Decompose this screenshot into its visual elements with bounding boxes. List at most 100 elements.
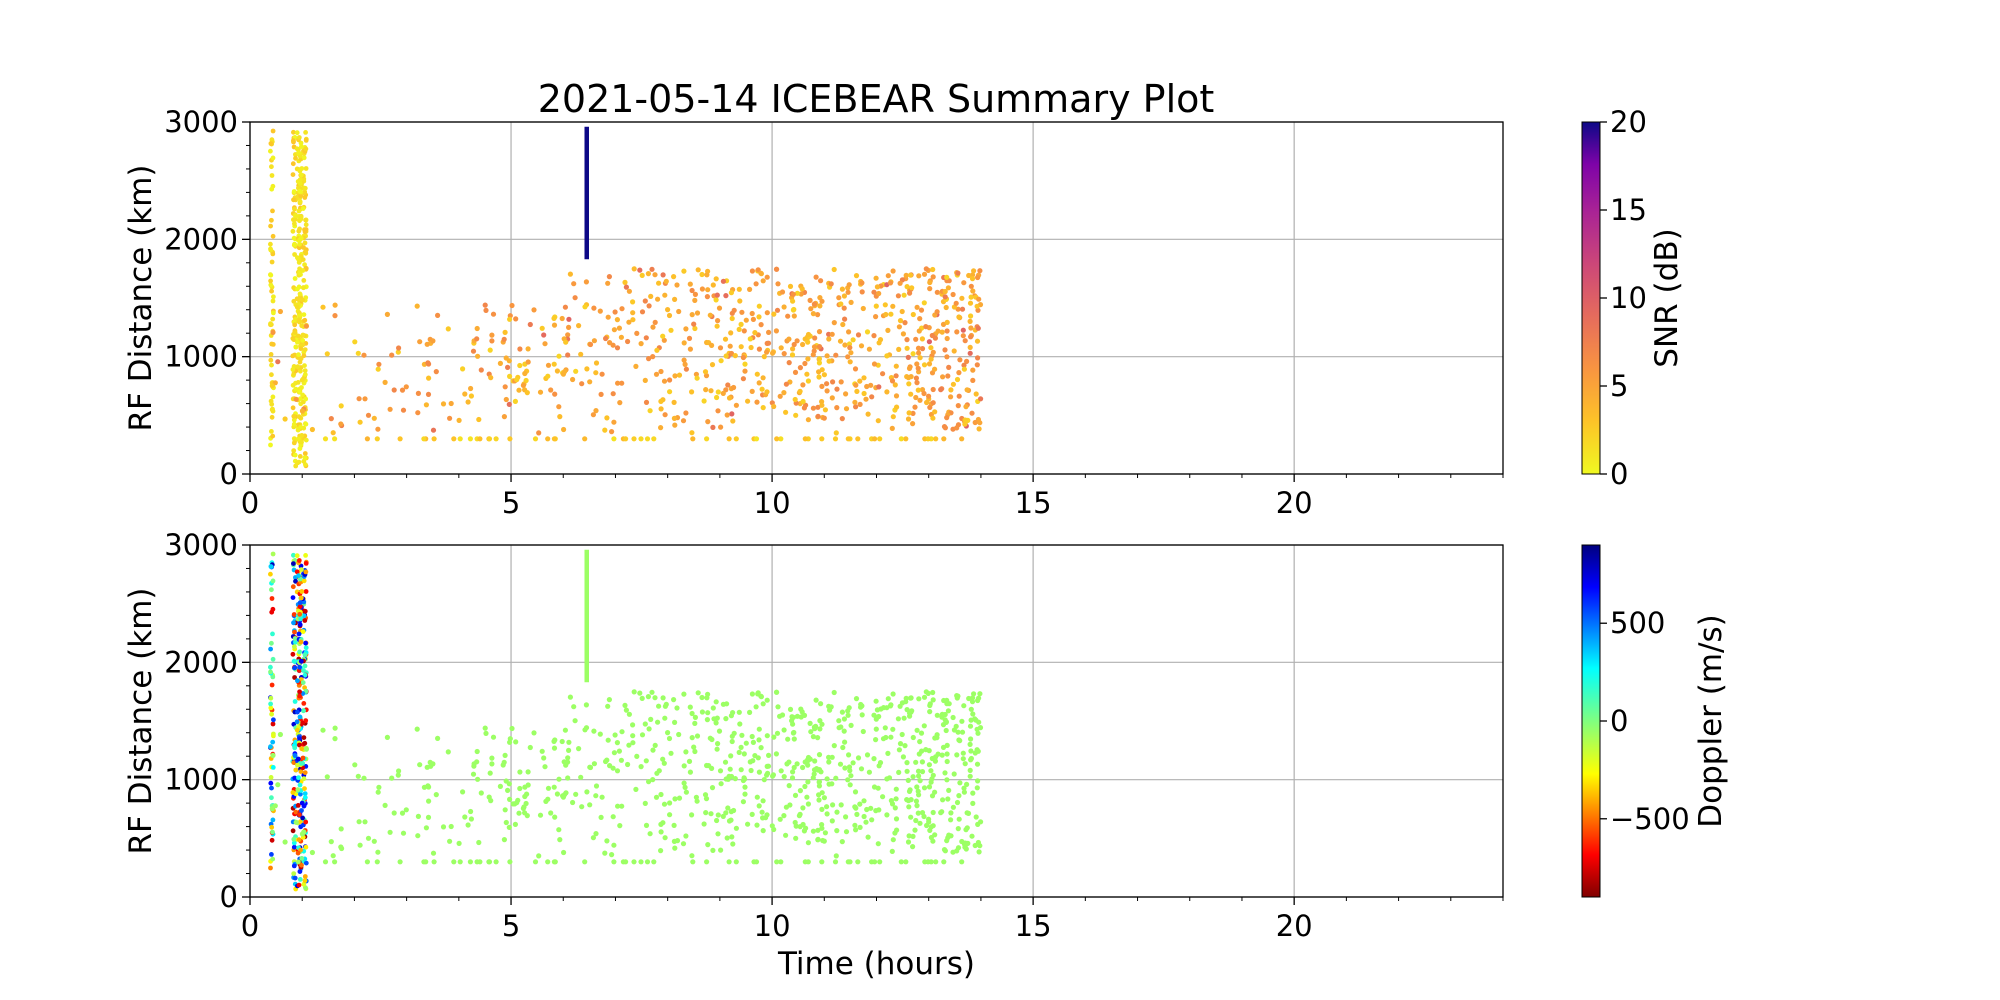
data-point — [829, 754, 835, 760]
data-point — [804, 371, 810, 377]
data-point — [562, 304, 569, 310]
data-point — [703, 796, 710, 802]
data-point — [742, 791, 748, 797]
data-point — [644, 859, 651, 865]
data-point — [583, 702, 590, 708]
data-point — [692, 291, 699, 297]
data-point — [355, 773, 361, 779]
data-point — [864, 383, 870, 390]
data-point — [338, 826, 344, 832]
data-point — [457, 436, 463, 442]
data-point — [302, 372, 308, 377]
data-point — [362, 819, 368, 825]
data-point — [626, 711, 633, 717]
colorbar-tick-label: 15 — [1610, 193, 1647, 227]
data-point — [888, 311, 894, 317]
data-point — [622, 279, 628, 285]
data-point — [724, 835, 730, 841]
data-point — [916, 273, 922, 279]
data-point — [921, 271, 928, 277]
data-point — [833, 853, 839, 859]
data-point — [715, 831, 721, 837]
data-point — [301, 776, 307, 782]
data-point — [778, 859, 784, 865]
data-point — [916, 751, 922, 757]
data-point — [300, 815, 305, 821]
data-point — [720, 813, 726, 820]
data-point — [917, 778, 923, 784]
data-point — [277, 731, 283, 738]
data-point — [298, 193, 304, 199]
data-point — [876, 807, 882, 813]
data-point — [486, 859, 493, 865]
data-point — [915, 768, 922, 774]
data-point — [774, 859, 780, 865]
data-point — [970, 790, 976, 796]
data-point — [639, 309, 646, 315]
data-point — [953, 723, 959, 729]
data-point — [863, 396, 869, 402]
data-point — [650, 777, 656, 783]
data-point — [847, 782, 853, 788]
data-point — [815, 827, 821, 833]
data-point — [303, 138, 309, 143]
data-point — [793, 412, 799, 418]
data-point — [964, 387, 970, 393]
data-point — [303, 553, 308, 558]
data-point — [642, 800, 648, 807]
data-point — [605, 314, 611, 320]
data-point — [426, 361, 432, 367]
data-point — [747, 759, 753, 765]
data-point — [297, 782, 303, 788]
y-tick-label: 0 — [220, 880, 238, 914]
data-point — [682, 361, 688, 367]
data-point — [270, 829, 275, 835]
data-point — [489, 338, 495, 344]
data-point — [507, 796, 513, 803]
data-point — [591, 338, 598, 344]
data-point — [718, 424, 724, 430]
data-point — [715, 318, 721, 324]
data-point — [332, 859, 338, 865]
data-point — [531, 307, 537, 313]
data-point — [834, 828, 840, 834]
data-point — [840, 321, 846, 328]
data-point — [297, 604, 303, 609]
data-point — [801, 828, 808, 834]
data-point — [950, 714, 956, 721]
data-point — [587, 379, 593, 385]
data-point — [681, 340, 687, 346]
data-point — [537, 812, 544, 818]
data-point — [801, 405, 808, 411]
data-point — [631, 266, 637, 272]
data-point — [297, 742, 302, 748]
data-point — [704, 294, 711, 300]
data-point — [740, 376, 747, 382]
data-point — [633, 363, 639, 369]
data-point — [502, 384, 508, 390]
x-tick-label: 10 — [754, 909, 791, 943]
data-point — [303, 746, 309, 752]
data-point — [268, 780, 274, 786]
data-point — [497, 360, 503, 366]
data-point — [303, 819, 309, 825]
data-point — [270, 752, 276, 759]
data-point — [897, 741, 904, 747]
data-point — [271, 294, 276, 300]
data-point — [548, 810, 554, 816]
data-point — [714, 817, 720, 824]
data-point — [855, 755, 862, 761]
data-point — [294, 719, 300, 725]
data-point — [871, 712, 877, 718]
data-point — [302, 791, 308, 796]
data-point — [268, 669, 273, 675]
data-point — [322, 859, 329, 865]
data-point — [831, 743, 837, 749]
data-point — [715, 408, 721, 414]
data-point — [764, 772, 770, 778]
data-point — [647, 408, 653, 414]
data-point — [777, 393, 783, 399]
data-point — [292, 242, 298, 248]
